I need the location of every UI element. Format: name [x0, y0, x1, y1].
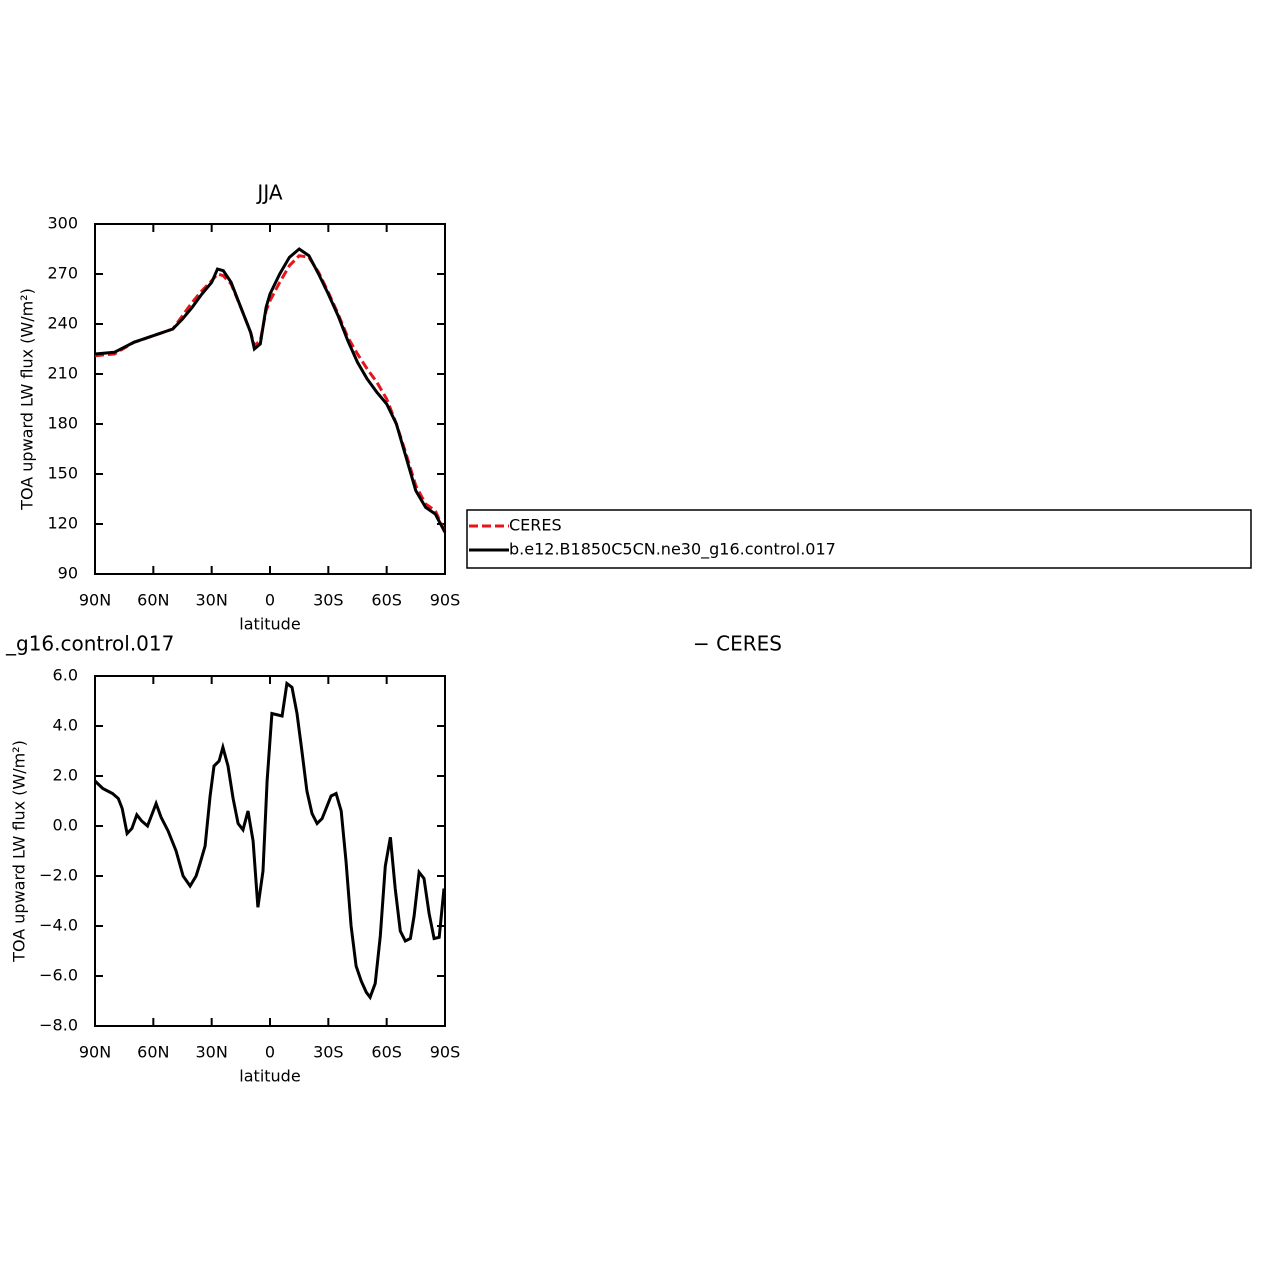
y-tick-label: 120 — [47, 514, 78, 533]
y-tick-label: 180 — [47, 414, 78, 433]
x-tick-label: 90S — [430, 591, 461, 610]
x-axis-label: latitude — [239, 615, 300, 634]
data-line — [94, 247, 447, 534]
y-tick-label: 150 — [47, 464, 78, 483]
plot-frame — [94, 223, 446, 575]
y-tick-label: 4.0 — [53, 716, 78, 735]
legend-label: b.e12.B1850C5CN.ne30_g16.control.017 — [509, 540, 836, 560]
y-tick-label: −8.0 — [39, 1016, 78, 1035]
data-line — [93, 680, 446, 1001]
x-tick-label: 30S — [313, 1043, 344, 1062]
legend-label: CERES — [509, 516, 562, 535]
y-axis-label: TOA upward LW flux (W/m²) — [10, 740, 29, 963]
y-tick-label: 300 — [47, 214, 78, 233]
y-tick-label: 240 — [47, 314, 78, 333]
chart-title-right: − CERES — [693, 632, 782, 656]
y-tick-label: 2.0 — [53, 766, 78, 785]
y-tick-label: −2.0 — [39, 866, 78, 885]
x-tick-label: 90S — [430, 1043, 461, 1062]
x-tick-label: 30N — [196, 591, 228, 610]
x-tick-label: 0 — [265, 1043, 275, 1062]
chart-title: JJA — [255, 181, 282, 205]
chart-title-left: _g16.control.017 — [5, 632, 174, 656]
x-tick-label: 60N — [137, 591, 169, 610]
y-tick-label: 0.0 — [53, 816, 78, 835]
y-tick-label: −4.0 — [39, 916, 78, 935]
x-tick-label: 30N — [196, 1043, 228, 1062]
y-axis-label: TOA upward LW flux (W/m²) — [18, 288, 37, 511]
x-tick-label: 90N — [79, 591, 111, 610]
x-tick-label: 90N — [79, 1043, 111, 1062]
x-tick-label: 60S — [371, 591, 402, 610]
x-tick-label: 60N — [137, 1043, 169, 1062]
y-tick-label: 270 — [47, 264, 78, 283]
y-tick-label: −6.0 — [39, 966, 78, 985]
y-tick-label: 6.0 — [53, 666, 78, 685]
x-tick-label: 0 — [265, 591, 275, 610]
x-axis-label: latitude — [239, 1067, 300, 1086]
x-tick-label: 60S — [371, 1043, 402, 1062]
x-tick-label: 30S — [313, 591, 344, 610]
y-tick-label: 90 — [58, 564, 78, 583]
y-tick-label: 210 — [47, 364, 78, 383]
legend-box — [466, 509, 1252, 569]
